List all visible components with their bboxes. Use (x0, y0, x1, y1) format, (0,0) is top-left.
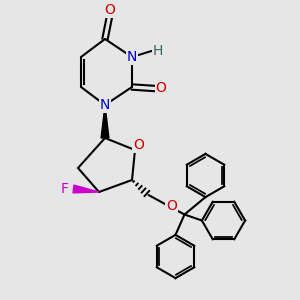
Polygon shape (101, 105, 109, 138)
Text: O: O (104, 3, 115, 17)
Text: N: N (127, 50, 137, 64)
Text: H: H (153, 44, 163, 58)
Text: O: O (156, 82, 167, 95)
Polygon shape (73, 185, 99, 193)
Text: N: N (100, 98, 110, 112)
Text: O: O (133, 138, 144, 152)
Text: F: F (61, 182, 69, 196)
Text: O: O (166, 199, 177, 212)
